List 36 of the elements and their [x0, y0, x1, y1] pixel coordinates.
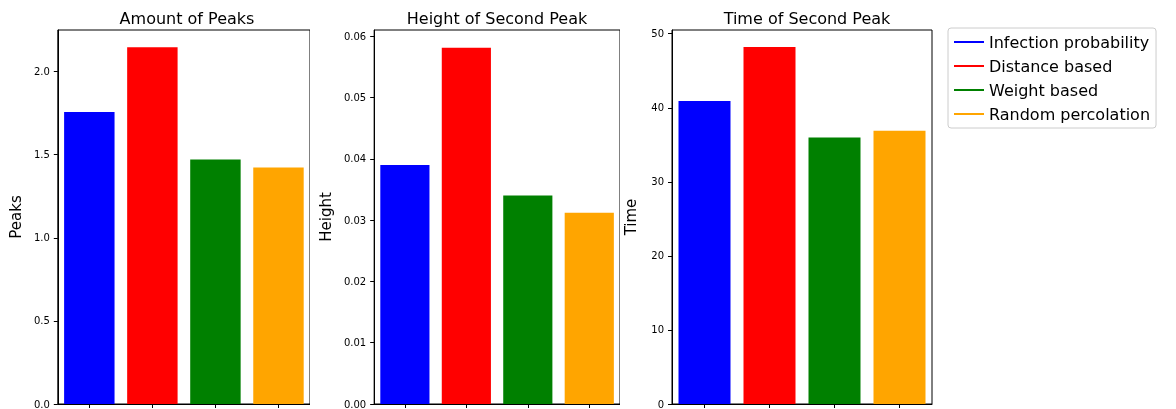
y-tick-label: 1.0	[33, 232, 50, 244]
y-tick-label: 0.02	[343, 275, 367, 287]
legend-label: Infection probability	[989, 32, 1150, 52]
bar	[503, 195, 553, 404]
bar	[64, 112, 115, 404]
y-axis-title: Peaks	[6, 195, 25, 239]
y-tick-label: 0.03	[343, 214, 367, 226]
y-tick-label: 50	[651, 28, 664, 40]
y-tick-label: 0.05	[343, 91, 367, 103]
chart-title: Height of Second Peak	[406, 8, 588, 28]
bar	[253, 167, 304, 404]
bar	[441, 47, 491, 404]
y-tick-label: 0.04	[343, 153, 367, 165]
legend-label: Random percolation	[989, 104, 1151, 124]
y-tick-label: 20	[651, 250, 664, 262]
y-tick-label: 1.5	[33, 149, 50, 161]
bar	[190, 159, 241, 404]
legend-label: Weight based	[989, 80, 1099, 100]
bar	[380, 164, 430, 404]
y-tick-label: 10	[651, 324, 664, 336]
y-tick-label: 0.5	[33, 315, 50, 327]
y-tick-label: 0.01	[343, 337, 367, 349]
y-axis-title: Time	[621, 198, 640, 237]
chart-title: Amount of Peaks	[119, 8, 255, 28]
y-tick-label: 0.00	[343, 398, 367, 409]
y-tick-label: 0.0	[33, 398, 50, 409]
y-tick-label: 0.06	[343, 30, 367, 42]
y-axis-title: Height	[316, 192, 335, 242]
y-tick-label: 0	[657, 398, 664, 409]
bar	[564, 212, 614, 404]
bar	[127, 47, 178, 404]
y-tick-label: 2.0	[33, 66, 50, 78]
y-tick-label: 30	[651, 176, 664, 188]
chart-title: Time of Second Peak	[722, 8, 892, 28]
y-tick-label: 40	[651, 102, 664, 114]
legend-label: Distance based	[989, 56, 1113, 76]
